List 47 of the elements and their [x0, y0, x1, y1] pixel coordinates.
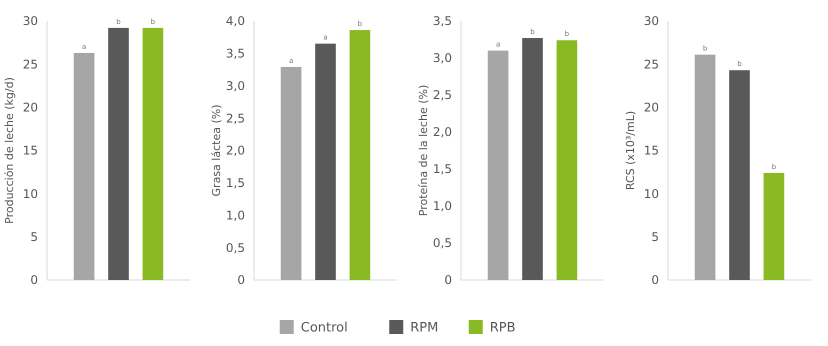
- y-tick-label: 0: [651, 273, 659, 288]
- y-tick-label: 2,5: [226, 111, 245, 126]
- legend-label: RPM: [410, 320, 438, 336]
- y-axis-title: RCS (x10³/mL): [624, 110, 637, 190]
- y-axis-title: Proteína de la leche (%): [417, 84, 430, 216]
- legend-label: RPB: [490, 320, 516, 336]
- y-tick-label: 1,0: [432, 199, 452, 214]
- y-tick-label: 3,0: [226, 78, 245, 93]
- y-axis-title: Grasa láctea (%): [210, 104, 223, 196]
- y-tick-label: 30: [22, 14, 38, 28]
- y-tick-label: 5: [30, 230, 38, 244]
- y-tick-label: 25: [644, 57, 659, 72]
- y-tick-label: 3,0: [432, 51, 452, 66]
- bar: [522, 38, 543, 280]
- y-tick-label: 1,0: [226, 208, 245, 222]
- y-tick-label: 15: [22, 144, 38, 158]
- bar: [764, 172, 784, 280]
- y-tick-label: 5: [651, 230, 659, 244]
- y-tick-label: 1,5: [432, 162, 452, 176]
- y-tick-label: 2,0: [432, 125, 452, 140]
- y-tick-label: 20: [644, 100, 659, 115]
- y-tick-label: 0: [237, 273, 245, 288]
- bar: [315, 44, 336, 280]
- y-tick-label: 15: [644, 144, 659, 158]
- y-axis-title: Producción de leche (kg/d): [3, 77, 16, 224]
- y-tick-label: 25: [22, 57, 38, 72]
- y-tick-label: 2,5: [432, 88, 452, 102]
- bar: [729, 70, 750, 280]
- bar: [350, 30, 370, 280]
- y-tick-label: 2,0: [226, 144, 245, 158]
- y-tick-label: 10: [644, 186, 659, 201]
- bar: [694, 54, 716, 280]
- y-tick-label: 0,5: [226, 240, 245, 255]
- y-tick-label: 3,5: [226, 46, 245, 61]
- y-tick-label: 10: [22, 186, 38, 201]
- y-tick-label: 0: [444, 273, 452, 288]
- y-tick-label: 20: [22, 100, 38, 115]
- y-tick-label: 0: [30, 273, 38, 288]
- y-tick-label: 1,5: [226, 176, 245, 190]
- bar: [280, 66, 302, 280]
- y-tick-label: 0,5: [432, 236, 452, 250]
- legend-label: Control: [300, 320, 348, 336]
- bar: [556, 40, 578, 280]
- y-tick-label: 30: [644, 14, 659, 28]
- y-tick-label: 4,0: [226, 14, 245, 28]
- bar: [488, 50, 508, 280]
- y-tick-label: 3,5: [432, 14, 452, 28]
